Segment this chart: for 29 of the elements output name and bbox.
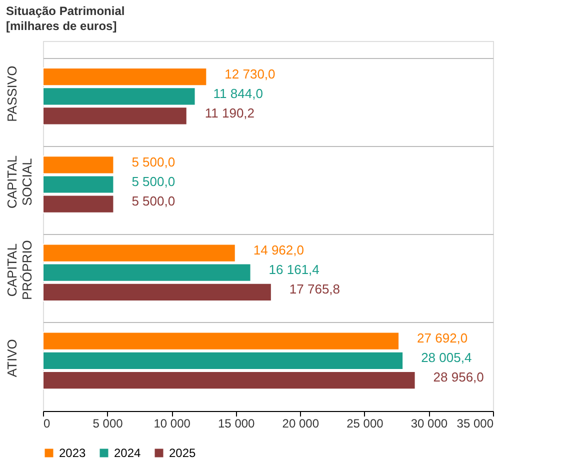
data-label: 5 500,0 [132, 154, 176, 170]
data-label: 28 005,4 [421, 350, 472, 366]
y-tick-label: CAPITAL PRÓPRIO [4, 240, 34, 300]
chart-title: Situação Patrimonial [6, 4, 125, 18]
x-tick-label: 20 000 [282, 416, 320, 430]
x-tick-label: 35 000 [456, 416, 494, 430]
x-tick-label: 30 000 [410, 416, 448, 430]
data-label: 27 692,0 [417, 330, 468, 346]
legend-label: 2025 [169, 446, 196, 460]
legend-label: 2024 [114, 446, 142, 460]
x-tick-label: 15 000 [218, 416, 256, 430]
x-tick-label: 25 000 [346, 416, 384, 430]
data-label: 11 844,0 [213, 86, 263, 101]
data-label: 28 956,0 [433, 370, 484, 385]
data-label: 14 962,0 [253, 242, 304, 258]
data-label: 5 500,0 [132, 174, 176, 189]
x-tick-label: 10 000 [154, 416, 191, 430]
legend-label: 2023 [59, 446, 86, 460]
data-label: 5 500,0 [132, 194, 176, 209]
x-tick-label: 0 [44, 416, 50, 430]
data-label: 17 765,8 [289, 282, 340, 297]
y-tick-label: ATIVO [4, 339, 20, 378]
x-tick-label: 5 000 [92, 416, 124, 430]
y-tick-label: PASSIVO [4, 66, 20, 122]
data-label: 11 190,2 [204, 105, 255, 120]
data-label: 12 730,0 [224, 66, 276, 82]
y-tick-label: CAPITAL SOCIAL [4, 155, 34, 209]
chart-subtitle: [milhares de euros] [6, 19, 117, 33]
data-label: 16 161,4 [268, 262, 320, 278]
